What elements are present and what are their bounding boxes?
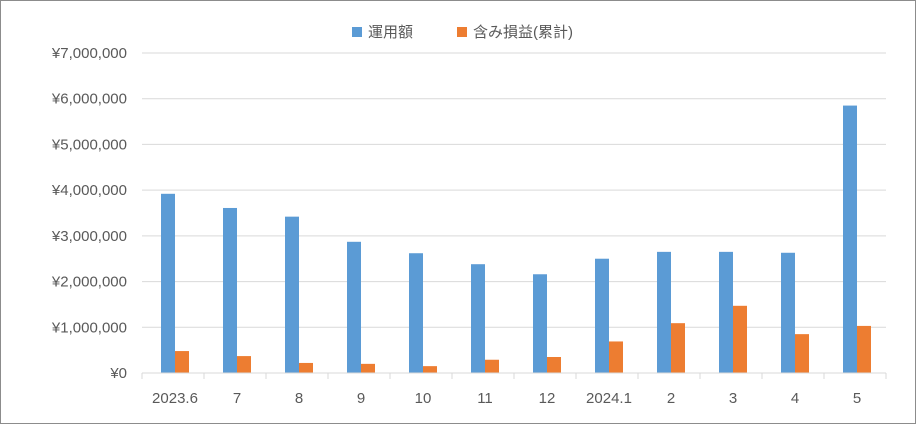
y-tick-label: ¥6,000,000	[51, 91, 127, 108]
x-tick-label: 4	[791, 390, 799, 407]
bar-unrealized-pl	[857, 325, 871, 373]
bar-unrealized-pl	[609, 341, 623, 373]
x-tick-label: 10	[415, 390, 432, 407]
bar-unrealized-pl	[795, 334, 809, 373]
bar-operating-amount	[843, 105, 857, 374]
bar-operating-amount	[533, 274, 547, 373]
bar-unrealized-pl	[671, 323, 685, 373]
x-tick-label: 9	[357, 390, 365, 407]
y-tick-label: ¥7,000,000	[51, 45, 127, 62]
bar-unrealized-pl	[175, 351, 189, 373]
bar-unrealized-pl	[237, 356, 251, 373]
bar-operating-amount	[285, 216, 299, 373]
bars	[161, 105, 871, 374]
x-axis-tick-labels: 2023.6 7 8 9 10 11 12 2024.1 2 3 4 5	[152, 390, 861, 407]
x-tick-label: 7	[233, 390, 241, 407]
x-tick-label: 11	[477, 390, 493, 407]
y-tick-label: ¥3,000,000	[51, 228, 127, 245]
bar-operating-amount	[657, 251, 671, 373]
bar-operating-amount	[409, 253, 423, 373]
y-tick-label: ¥1,000,000	[51, 319, 127, 336]
y-tick-label: ¥5,000,000	[51, 136, 127, 153]
y-axis-tick-labels: ¥0 ¥1,000,000 ¥2,000,000 ¥3,000,000 ¥4,000,0…	[51, 45, 127, 382]
y-tick-label: ¥0	[109, 365, 127, 382]
x-tick-label: 3	[729, 390, 737, 407]
bar-operating-amount	[595, 258, 609, 373]
x-tick-label: 2	[667, 390, 675, 407]
x-tick-label: 12	[539, 390, 556, 407]
y-tick-label: ¥2,000,000	[51, 274, 127, 291]
legend-swatch-operating-amount	[352, 27, 362, 37]
legend: 運用額 含み損益(累計)	[352, 24, 573, 41]
x-tick-label: 8	[295, 390, 303, 407]
x-tick-label: 2024.1	[586, 390, 632, 407]
x-axis	[141, 372, 887, 379]
x-tick-label: 5	[853, 390, 861, 407]
bar-unrealized-pl	[485, 359, 499, 373]
bar-unrealized-pl	[423, 366, 437, 373]
legend-label-operating-amount: 運用額	[368, 24, 413, 41]
legend-swatch-unrealized-pl	[457, 27, 467, 37]
x-tick-label: 2023.6	[152, 390, 198, 407]
bar-unrealized-pl	[547, 357, 561, 373]
bar-unrealized-pl	[299, 362, 313, 373]
bar-operating-amount	[719, 251, 733, 373]
gridlines	[142, 52, 886, 328]
bar-unrealized-pl	[361, 363, 375, 373]
y-tick-label: ¥4,000,000	[51, 182, 127, 199]
bar-operating-amount	[347, 241, 361, 373]
bar-operating-amount	[781, 252, 795, 373]
bar-operating-amount	[223, 207, 237, 373]
bar-unrealized-pl	[733, 305, 747, 373]
bar-operating-amount	[161, 193, 175, 373]
bar-operating-amount	[471, 264, 485, 373]
legend-label-unrealized-pl: 含み損益(累計)	[473, 24, 573, 41]
